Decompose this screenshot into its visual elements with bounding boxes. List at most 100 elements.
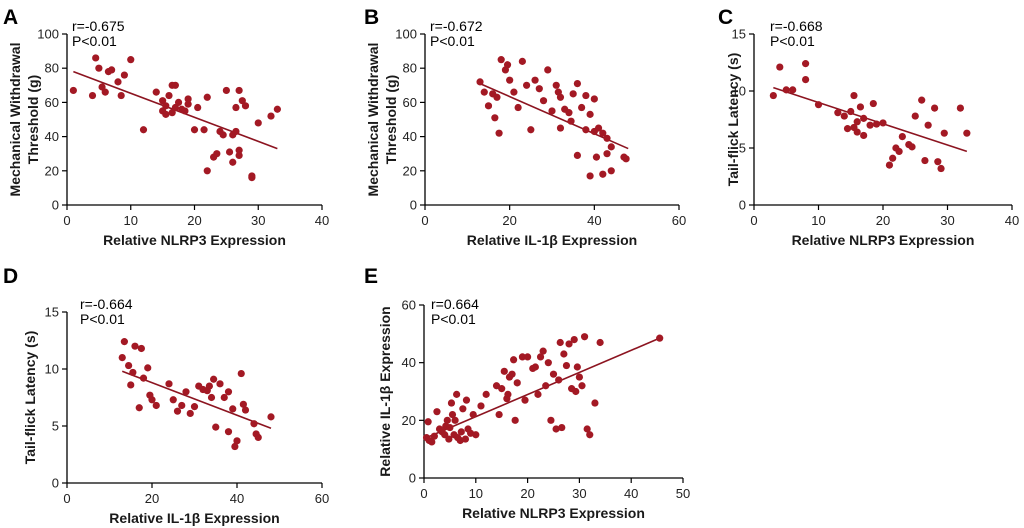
data-point bbox=[531, 76, 539, 84]
y-tick-label: 10 bbox=[732, 84, 746, 99]
data-point bbox=[205, 382, 213, 390]
y-tick-label: 0 bbox=[739, 198, 746, 213]
data-point bbox=[843, 125, 852, 133]
data-point bbox=[118, 354, 126, 362]
data-point bbox=[586, 431, 594, 439]
data-point bbox=[531, 363, 539, 371]
data-point bbox=[565, 340, 573, 348]
x-tick-label: 30 bbox=[251, 213, 265, 228]
data-point bbox=[583, 425, 591, 433]
p-value-label: P<0.01 bbox=[770, 33, 815, 49]
data-point bbox=[866, 121, 874, 129]
data-point bbox=[484, 102, 493, 110]
data-point bbox=[148, 396, 156, 404]
data-point bbox=[220, 393, 228, 402]
data-point bbox=[934, 158, 942, 166]
x-tick-label: 0 bbox=[63, 213, 70, 228]
data-point bbox=[117, 91, 125, 100]
panel-c: C 0 5 10 15 0 10 20 30 40 Relative NLRP3 Expressio… bbox=[718, 6, 1019, 248]
data-point bbox=[782, 86, 790, 94]
data-point bbox=[510, 356, 518, 364]
data-point bbox=[889, 154, 897, 162]
correlation-r-label: r=-0.668 bbox=[770, 18, 823, 34]
y-tick-label: 10 bbox=[45, 362, 59, 377]
data-point bbox=[461, 435, 470, 443]
data-point bbox=[267, 112, 275, 120]
x-tick-label: 0 bbox=[63, 491, 70, 506]
data-point bbox=[171, 103, 179, 112]
data-point bbox=[776, 63, 784, 71]
x-tick-label: 20 bbox=[187, 213, 201, 228]
y-tick-label: 5 bbox=[52, 419, 59, 434]
data-point bbox=[556, 338, 564, 347]
y-axis-title: Relative IL-1β Expression bbox=[377, 306, 393, 476]
data-point bbox=[573, 363, 581, 371]
data-point bbox=[860, 114, 868, 122]
data-point bbox=[495, 129, 503, 137]
x-tick-label: 40 bbox=[587, 213, 601, 228]
correlation-r-label: r=-0.675 bbox=[72, 18, 125, 34]
data-point bbox=[184, 95, 192, 103]
data-point bbox=[622, 155, 630, 163]
data-point bbox=[591, 399, 599, 407]
data-point bbox=[250, 420, 258, 428]
x-tick-label: 40 bbox=[1005, 213, 1019, 228]
data-point bbox=[447, 399, 456, 407]
data-point bbox=[607, 143, 615, 151]
y-tick-label: 0 bbox=[410, 198, 417, 213]
data-point bbox=[231, 442, 239, 451]
data-point bbox=[210, 375, 218, 383]
data-point bbox=[656, 334, 664, 342]
data-point bbox=[101, 88, 109, 96]
panel-b: B 0 20 40 60 80 100 0 20 40 60 Relative IL-1β Expre… bbox=[364, 6, 686, 248]
data-point bbox=[457, 428, 465, 436]
data-point bbox=[534, 390, 542, 398]
data-point bbox=[582, 126, 590, 134]
data-point bbox=[956, 104, 965, 112]
data-point bbox=[498, 385, 506, 393]
data-point bbox=[216, 380, 224, 388]
data-point bbox=[472, 431, 480, 439]
data-point bbox=[448, 410, 457, 419]
data-point bbox=[592, 153, 601, 161]
data-point bbox=[114, 78, 122, 86]
data-point bbox=[924, 121, 932, 129]
data-point bbox=[508, 370, 516, 378]
data-point bbox=[190, 126, 199, 134]
y-axis-title: Tail-flick Latency (s) bbox=[22, 331, 38, 465]
data-point bbox=[203, 167, 211, 175]
data-point bbox=[603, 134, 611, 142]
y-tick-label: 40 bbox=[45, 129, 59, 144]
data-point bbox=[433, 408, 441, 416]
data-point bbox=[451, 416, 459, 424]
data-point bbox=[152, 401, 160, 410]
y-tick-label: 40 bbox=[402, 355, 416, 370]
data-point bbox=[462, 396, 471, 404]
y-axis-title: Mechanical Withdrawal bbox=[7, 43, 23, 197]
data-point bbox=[476, 78, 484, 86]
data-point bbox=[879, 119, 887, 127]
panel-letter: C bbox=[718, 6, 733, 29]
data-point bbox=[174, 98, 183, 106]
data-point bbox=[872, 120, 881, 128]
data-point bbox=[241, 102, 250, 110]
correlation-r-label: r=0.664 bbox=[431, 296, 479, 312]
regression-line bbox=[773, 86, 968, 153]
data-point bbox=[139, 374, 148, 382]
data-point bbox=[88, 91, 97, 100]
data-point bbox=[552, 425, 560, 433]
data-point bbox=[235, 86, 243, 95]
p-value-label: P<0.01 bbox=[431, 311, 476, 327]
data-point bbox=[521, 396, 529, 404]
data-point bbox=[120, 71, 128, 79]
data-point bbox=[523, 81, 531, 89]
y-tick-label: 60 bbox=[402, 298, 416, 313]
data-point bbox=[908, 143, 916, 151]
y-tick-label: 60 bbox=[45, 95, 59, 110]
data-point bbox=[921, 156, 929, 165]
data-point bbox=[235, 146, 243, 154]
y-tick-label: 100 bbox=[395, 27, 417, 42]
data-point bbox=[594, 124, 603, 132]
data-point bbox=[480, 88, 488, 96]
data-point bbox=[229, 158, 237, 166]
